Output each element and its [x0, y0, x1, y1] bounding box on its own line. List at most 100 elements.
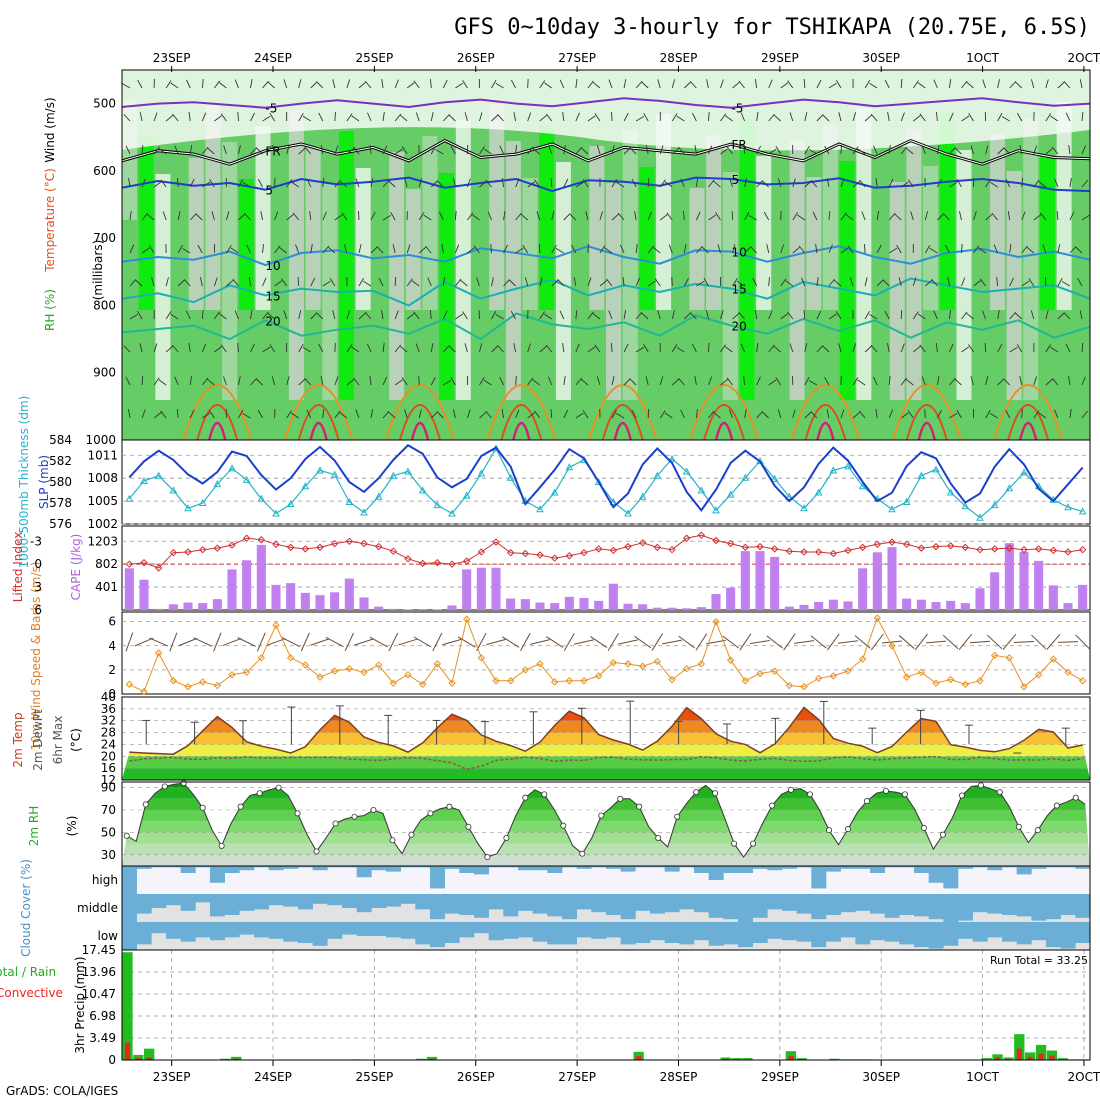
cloud-middle-bar — [518, 894, 533, 911]
rh-band — [789, 140, 805, 400]
precip-total-bar — [133, 1054, 144, 1060]
wind-barb — [467, 212, 474, 221]
wind-barb — [623, 378, 631, 386]
wind-barb — [448, 345, 456, 353]
cloud-middle-bar — [1002, 894, 1017, 915]
wind-barb — [238, 145, 241, 155]
wind-barb — [729, 178, 733, 188]
wind-barb — [792, 178, 796, 188]
cloud-low-bar — [327, 922, 343, 939]
wind-barb — [924, 408, 926, 419]
wind-barb — [773, 114, 782, 122]
wind-barb — [520, 213, 528, 221]
cape-bar — [623, 603, 633, 610]
wind-barb — [645, 145, 649, 155]
cape-bar — [902, 598, 912, 610]
cloud-low-bar — [503, 922, 519, 939]
cloud-low-bar — [576, 922, 592, 938]
wind-barb — [1016, 343, 1023, 353]
rh-band — [122, 832, 1090, 844]
wind-barb-10m — [662, 639, 682, 645]
li-point — [1005, 544, 1014, 552]
wind-barb — [185, 310, 191, 320]
wind-barb — [234, 79, 239, 89]
wind-barb — [997, 378, 1005, 386]
wind-barb — [708, 145, 713, 155]
wind-barb — [968, 113, 974, 122]
li-point — [624, 542, 632, 551]
cape-tick: 1203 — [87, 534, 118, 548]
wind-barb — [919, 113, 926, 122]
rh-band — [706, 135, 722, 310]
wind-barb — [777, 178, 782, 188]
wind-barb — [949, 412, 958, 419]
wind-speed-point — [1078, 677, 1087, 685]
chart-title: GFS 0~10day 3-hourly for TSHIKAPA (20.75… — [454, 15, 1090, 40]
wind-barb — [382, 410, 390, 419]
wind-barb — [1045, 344, 1051, 353]
wind-barb — [188, 112, 191, 122]
wind-barb — [768, 113, 775, 122]
wind-barb — [942, 213, 950, 221]
rh-point — [370, 807, 377, 814]
cloud-middle-bar — [767, 894, 783, 910]
li-point — [961, 543, 970, 552]
warm-core-contour — [1018, 421, 1038, 441]
wind-barb — [736, 280, 745, 287]
wind-barb — [201, 79, 204, 89]
wind-barb — [510, 79, 517, 89]
precip-total-bar — [1057, 1058, 1068, 1060]
cloud-high-bar — [136, 866, 152, 869]
wind-barb — [949, 181, 958, 188]
ylabel-cloud-cover: Cloud Cover (%) — [19, 859, 33, 957]
wind-barb — [604, 247, 613, 254]
wind-barb — [199, 277, 203, 287]
wind-barb — [329, 278, 336, 287]
wind-barb — [654, 278, 661, 287]
cloud-high-bar — [430, 866, 445, 889]
rh-tick: 50 — [101, 825, 116, 839]
wind-barb — [816, 345, 824, 353]
wind-barb — [455, 313, 464, 320]
cape-bar — [491, 567, 501, 610]
cloud-low-bar — [870, 922, 885, 941]
cloud-low-bar — [1016, 922, 1032, 945]
precip-tick: 0 — [108, 1053, 116, 1067]
wind-barb — [1051, 146, 1059, 155]
wind-barb — [286, 145, 290, 155]
precip-frame — [121, 949, 1091, 1061]
wind-barb — [744, 409, 747, 419]
cloud-high-bar — [782, 866, 797, 869]
wind-barb-10m — [369, 636, 388, 648]
wind-barb — [678, 146, 685, 155]
wind-barb — [859, 410, 866, 419]
cloud-low-bar — [708, 922, 724, 946]
li-tick: -3 — [30, 534, 42, 548]
wind-barb — [183, 279, 191, 287]
wind-speed-point — [360, 668, 368, 677]
cloud-high-bar — [914, 866, 929, 873]
wind-barb — [780, 278, 787, 287]
wind-speed-point — [242, 668, 251, 677]
wind-barb — [551, 244, 557, 254]
rh-point — [750, 840, 757, 847]
wind-barb — [645, 376, 649, 386]
cloud-low-bar — [811, 922, 827, 948]
wind-barb — [1068, 376, 1071, 386]
wind-barb — [327, 246, 336, 254]
wind-barb-10m — [882, 640, 902, 644]
wind-barb — [262, 115, 271, 122]
wind-barb — [174, 376, 179, 386]
cloud-middle-bar — [547, 894, 563, 917]
li-point — [1078, 545, 1087, 554]
li-point — [682, 534, 691, 542]
wind-speed-point — [668, 675, 676, 684]
wind-barb — [912, 311, 919, 320]
thickness-point — [477, 469, 486, 477]
thickness-tick: 580 — [49, 475, 72, 489]
thickness-point — [330, 470, 339, 478]
cloud-low-bar — [268, 922, 284, 939]
wind-barb — [833, 279, 842, 287]
wind-barb — [527, 377, 534, 386]
rh-band — [305, 147, 321, 310]
